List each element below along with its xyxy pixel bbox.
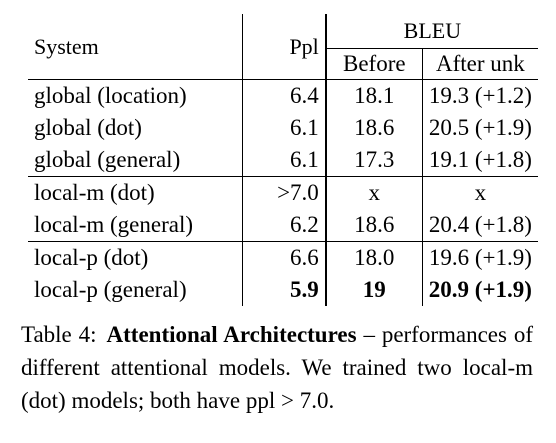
table-row: local-p (general) 5.9 19 20.9 (+1.9) — [28, 274, 538, 306]
after-cell: 19.1 (+1.8) — [428, 147, 532, 172]
after-cell: 19.3 (+1.2) — [422, 79, 538, 112]
header-system: System — [28, 14, 244, 80]
header-row: System Ppl BLEU — [28, 14, 538, 80]
table-row: local-p (dot) 6.6 18.0 19.6 (+1.9) — [28, 241, 538, 274]
results-table: System Ppl BLEU Before After unk global … — [28, 14, 538, 306]
ppl-cell: 6.4 — [242, 79, 327, 112]
table-row: local-m (general) 6.2 18.6 20.4 (+1.8) — [28, 209, 538, 242]
after-cell: 20.4 (+1.8) — [428, 212, 532, 237]
after-cell: 20.5 (+1.9) — [428, 115, 532, 140]
ppl-cell: >7.0 — [242, 176, 327, 209]
system-cell: local-p (general) — [28, 274, 244, 306]
ppl-cell: 6.1 — [242, 112, 327, 144]
ppl-cell: 6.6 — [242, 241, 327, 274]
before-cell: 18.6 — [325, 209, 423, 242]
ppl-cell: 5.9 — [242, 274, 327, 306]
system-cell: local-p (dot) — [28, 241, 244, 274]
system-cell: global (dot) — [28, 112, 244, 144]
table-row: global (general) 6.1 17.3 19.1 (+1.8) — [28, 144, 538, 177]
before-cell: 19 — [325, 274, 423, 306]
subheader-row: Before After unk — [28, 48, 538, 80]
ppl-cell: 6.1 — [242, 144, 327, 177]
caption-title: Attentional Architectures — [106, 322, 357, 347]
system-cell: local-m (dot) — [28, 176, 244, 209]
before-cell: x — [325, 176, 423, 209]
system-cell: global (general) — [28, 144, 244, 177]
ppl-cell: 6.2 — [242, 209, 327, 242]
table-row: global (location) 6.4 18.1 19.3 (+1.2) — [28, 79, 538, 112]
before-cell: 18.1 — [325, 79, 423, 112]
system-cell: local-m (general) — [28, 209, 244, 242]
header-before: Before — [325, 48, 423, 80]
after-cell: x — [422, 176, 538, 209]
table-row: global (dot) 6.1 18.6 20.5 (+1.9) — [28, 112, 538, 144]
after-cell: 19.6 (+1.9) — [422, 241, 538, 274]
table-row: local-m (dot) >7.0 x x — [28, 176, 538, 209]
system-cell: global (location) — [28, 79, 244, 112]
header-bleu: BLEU — [325, 14, 538, 49]
caption-label: Table 4: — [21, 322, 97, 347]
header-ppl: Ppl — [242, 14, 327, 80]
after-cell: 20.9 (+1.9) — [428, 277, 532, 302]
caption-text: – performances of different attentional … — [21, 322, 533, 413]
before-cell: 17.3 — [325, 144, 423, 177]
before-cell: 18.0 — [325, 241, 423, 274]
before-cell: 18.6 — [325, 112, 423, 144]
table-caption: Table 4: Attentional Architectures – perf… — [21, 318, 533, 417]
header-after-unk: After unk — [436, 51, 525, 76]
